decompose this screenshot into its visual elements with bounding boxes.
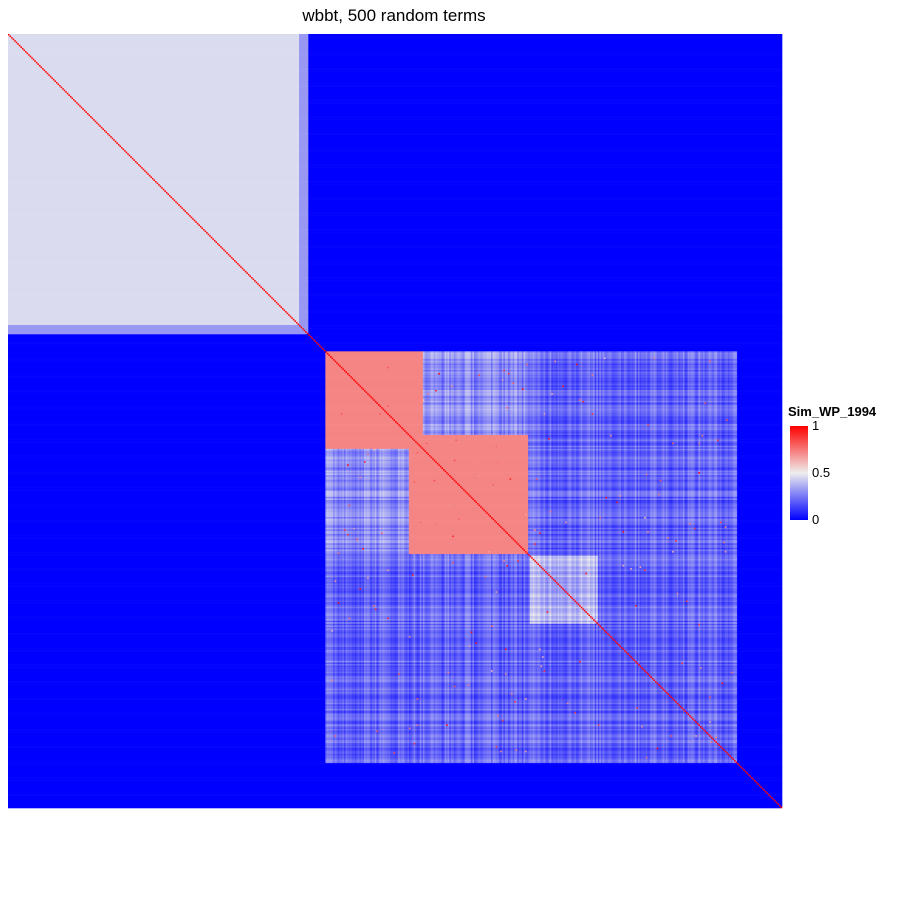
heatmap-cells xyxy=(8,34,782,808)
